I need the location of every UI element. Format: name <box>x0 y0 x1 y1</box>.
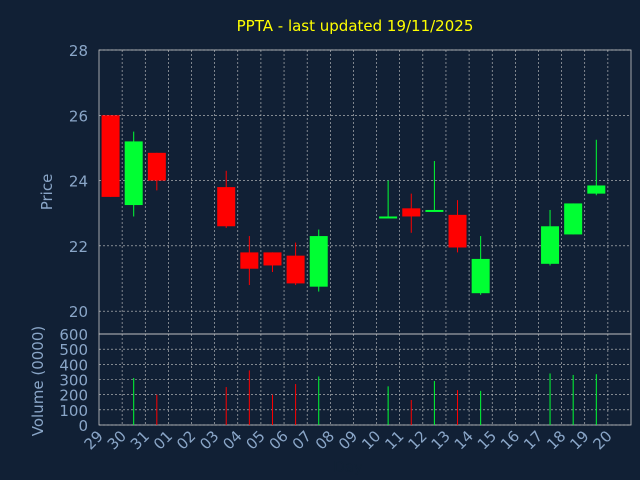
candle-body <box>147 152 166 181</box>
candle-body <box>124 141 143 206</box>
candle-body <box>541 226 560 264</box>
candle-body <box>217 187 236 227</box>
volume-tick-label: 200 <box>59 387 88 405</box>
price-axis-label: Price <box>38 174 56 211</box>
mark-layer <box>101 115 606 425</box>
candle-body <box>564 203 583 235</box>
candle-body <box>240 252 259 269</box>
chart-title: PPTA - last updated 19/11/2025 <box>237 17 474 35</box>
price-tick-label: 28 <box>69 42 88 60</box>
candle-body <box>402 208 421 217</box>
x-tick-label: 20 <box>589 427 615 453</box>
volume-tick-label: 500 <box>59 341 88 359</box>
candle-body <box>286 255 305 284</box>
candle-body <box>425 209 444 212</box>
volume-tick-label: 600 <box>59 326 88 344</box>
volume-axis-label: Volume (0000) <box>29 326 47 436</box>
price-panel-frame <box>98 49 632 335</box>
price-tick-label: 24 <box>69 173 88 191</box>
candle-body <box>101 115 120 197</box>
price-tick-label: 20 <box>69 303 88 321</box>
candle-body <box>471 258 490 294</box>
price-tick-label: 26 <box>69 107 88 125</box>
tick-layer: 2022242628010020030040050060029303101020… <box>59 42 615 453</box>
x-axis-label: Day <box>333 458 363 476</box>
candle-body <box>448 214 467 248</box>
volume-tick-label: 400 <box>59 356 88 374</box>
candle-body <box>309 236 328 287</box>
price-tick-label: 22 <box>69 238 88 256</box>
candle-body <box>379 216 398 219</box>
candle-body <box>587 185 606 194</box>
candle-body <box>263 252 282 266</box>
volume-tick-label: 0 <box>78 417 88 435</box>
volume-tick-label: 300 <box>59 372 88 390</box>
volume-panel-frame <box>98 333 632 426</box>
frame-layer <box>98 49 632 426</box>
volume-tick-label: 100 <box>59 402 88 420</box>
